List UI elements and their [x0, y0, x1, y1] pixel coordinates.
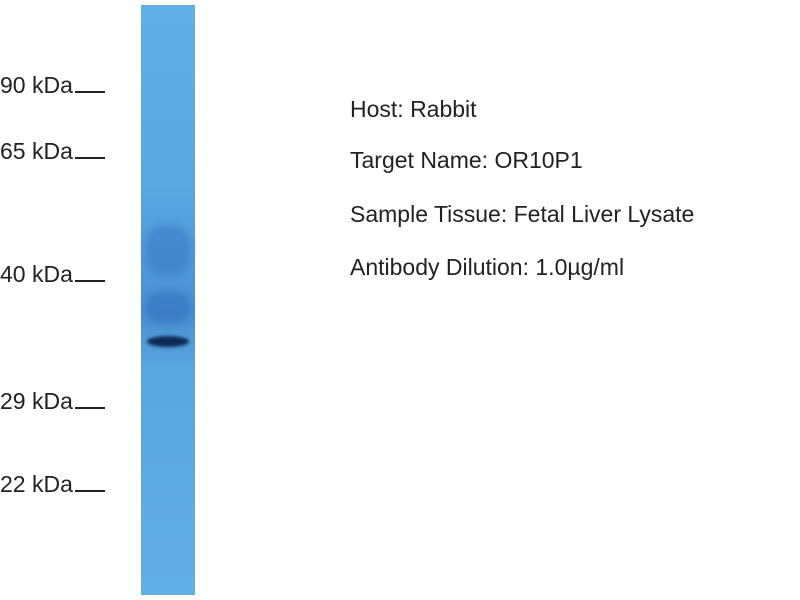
marker-tick [74, 91, 105, 93]
marker-label: 29 kDa [0, 388, 73, 414]
marker-tick [74, 407, 105, 409]
faint-band-smear [145, 225, 191, 275]
marker-40: 40 kDa [0, 261, 105, 288]
marker-29: 29 kDa [0, 388, 105, 415]
marker-tick [74, 280, 105, 282]
blot-lane [141, 5, 195, 595]
antibody-dilution-text: Antibody Dilution: 1.0µg/ml [350, 254, 625, 280]
marker-65: 65 kDa [0, 138, 105, 165]
marker-22: 22 kDa [0, 471, 105, 498]
marker-label: 22 kDa [0, 471, 73, 497]
marker-label: 40 kDa [0, 261, 73, 287]
target-name-text: Target Name: OR10P1 [350, 147, 583, 173]
marker-label: 90 kDa [0, 72, 73, 98]
marker-tick [74, 157, 105, 159]
marker-tick [74, 490, 105, 492]
faint-band-smear [145, 290, 191, 325]
main-band [147, 336, 189, 347]
marker-label: 65 kDa [0, 138, 73, 164]
sample-tissue-text: Sample Tissue: Fetal Liver Lysate [350, 201, 695, 227]
host-text: Host: Rabbit [350, 96, 477, 122]
marker-90: 90 kDa [0, 72, 105, 99]
